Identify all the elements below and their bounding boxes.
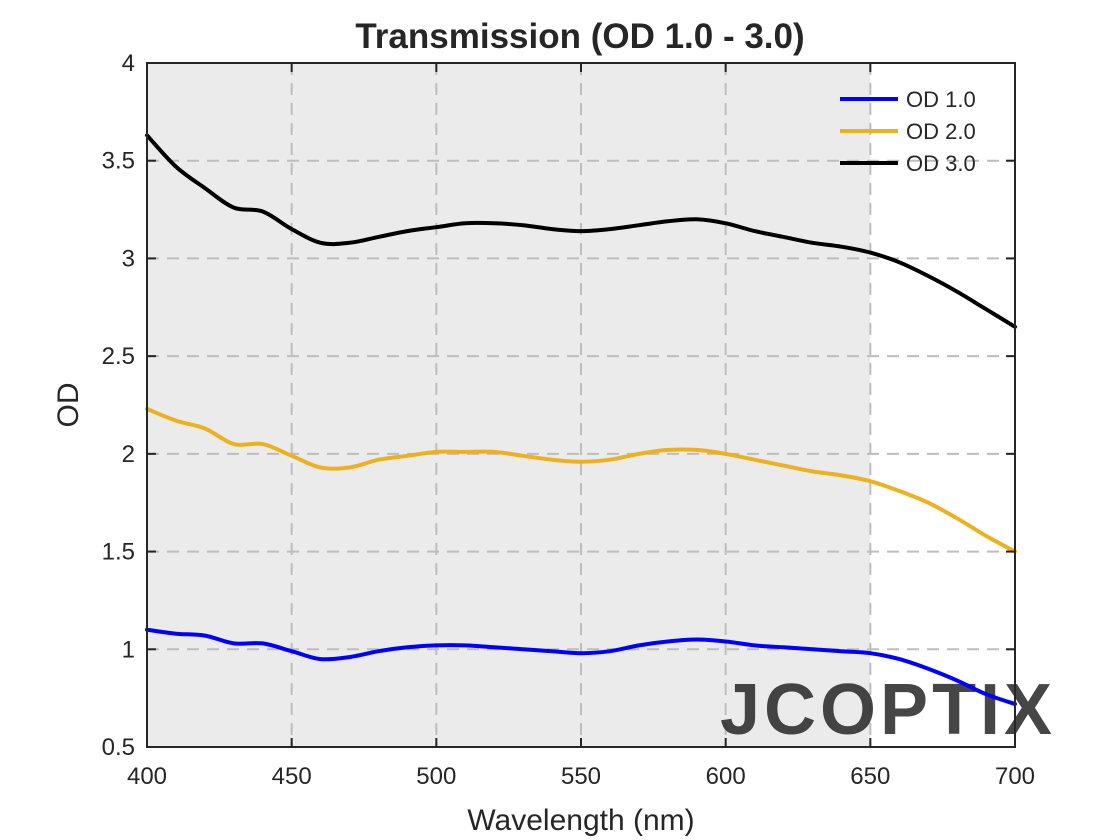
- y-tick-label: 4: [122, 50, 135, 77]
- x-tick-label: 650: [850, 763, 890, 790]
- series-line-1: [145, 627, 1017, 706]
- y-axis-label: OD: [52, 383, 85, 428]
- y-tick-label: 2: [122, 441, 135, 468]
- y-tick-label: 3.5: [102, 148, 135, 175]
- x-axis-label: Wavelength (nm): [467, 804, 694, 837]
- y-tick-label: 0.5: [102, 734, 135, 761]
- data-series: [145, 133, 1017, 706]
- x-tick-label: 500: [416, 763, 456, 790]
- series-line-3: [145, 133, 1017, 329]
- x-tick-label: 450: [272, 763, 312, 790]
- chart-title: Transmission (OD 1.0 - 3.0): [355, 17, 804, 56]
- y-tick-label: 1: [122, 636, 135, 663]
- y-tick-label: 1.5: [102, 539, 135, 566]
- x-tick-label: 550: [561, 763, 601, 790]
- x-tick-label: 700: [995, 763, 1035, 790]
- grid-lines: [147, 63, 1015, 747]
- y-tick-label: 3: [122, 245, 135, 272]
- y-axis-ticks: 0.5 1 1.5 2 2.5 3 3.5 4: [102, 50, 1015, 761]
- legend-label: OD 2.0: [906, 119, 976, 144]
- watermark: JCOPTIX: [720, 670, 1056, 750]
- x-axis-ticks: 400 450 500 550 600 650 700: [127, 63, 1035, 790]
- series-line-2: [145, 406, 1017, 554]
- y-tick-label: 2.5: [102, 343, 135, 370]
- legend-label: OD 1.0: [906, 87, 976, 112]
- plot-area: JCOPTIX: [145, 62, 1056, 750]
- legend-label: OD 3.0: [906, 151, 976, 176]
- x-tick-label: 400: [127, 763, 167, 790]
- legend: OD 1.0 OD 2.0 OD 3.0: [840, 87, 976, 176]
- x-tick-label: 600: [706, 763, 746, 790]
- shaded-region: [147, 63, 871, 747]
- watermark-logo-text: JCOPTIX: [720, 670, 1056, 750]
